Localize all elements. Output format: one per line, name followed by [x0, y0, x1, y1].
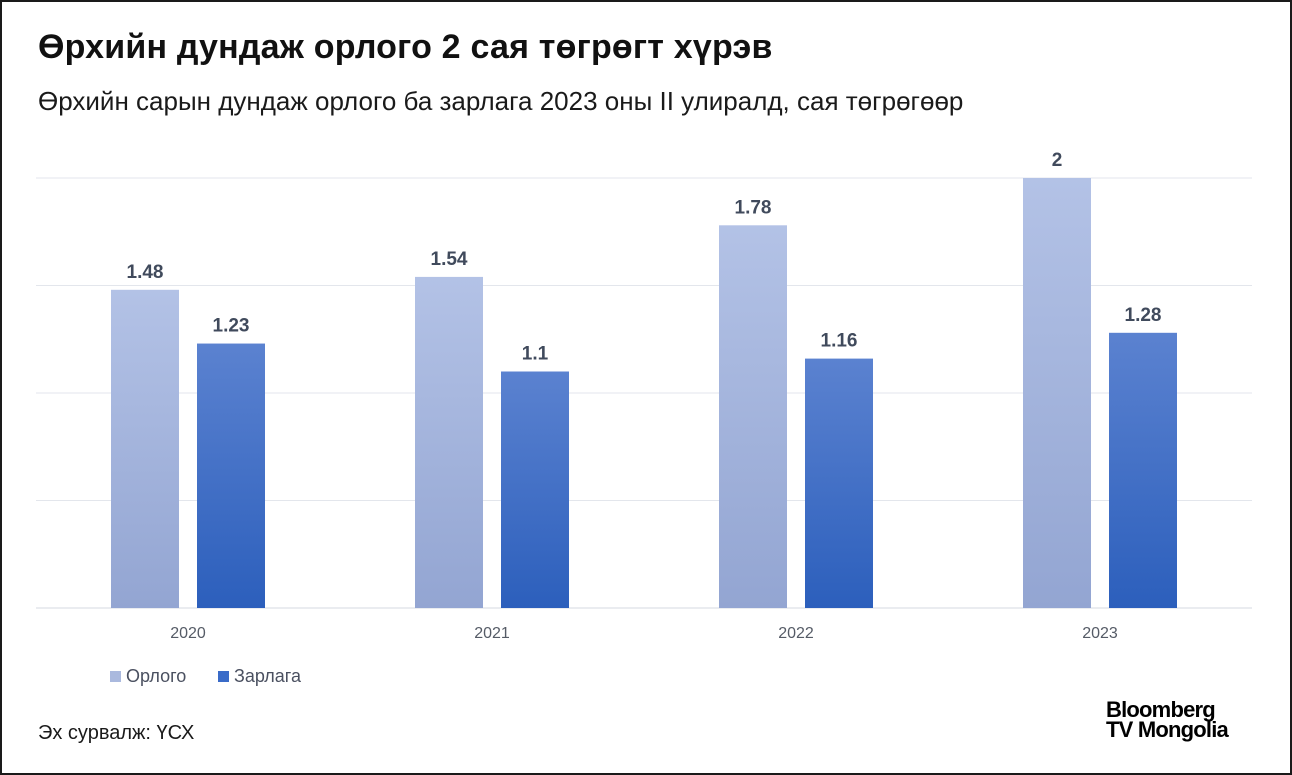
chart-title: Өрхийн дундаж орлого 2 сая төгрөгт хүрэв [38, 28, 773, 66]
data-label-income-2020: 1.48 [127, 262, 164, 283]
data-label-expense-2021: 1.1 [522, 344, 549, 365]
chart-subtitle: Өрхийн сарын дундаж орлого ба зарлага 20… [38, 86, 964, 116]
x-tick-label: 2021 [474, 625, 510, 642]
logo-line-2: TV Mongolia [1106, 717, 1229, 742]
logo-line-1: Bloomberg [1106, 697, 1216, 722]
bar-income-2022 [719, 225, 787, 609]
data-label-income-2023: 2 [1052, 150, 1063, 171]
bar-expense-2021 [501, 371, 569, 608]
x-tick-label: 2023 [1082, 625, 1118, 642]
bar-income-2023 [1023, 178, 1091, 608]
bar-income-2020 [111, 289, 179, 608]
data-label-expense-2022: 1.16 [821, 331, 858, 352]
source-note: Эх сурвалж: ҮСХ [38, 722, 195, 744]
bar-expense-2023 [1109, 332, 1177, 608]
data-label-income-2021: 1.54 [431, 249, 468, 270]
bloomberg-tv-mongolia-logo: Bloomberg TV Mongolia [1106, 697, 1229, 742]
data-label-expense-2023: 1.28 [1125, 305, 1162, 326]
legend-label-income: Орлого [126, 666, 186, 686]
bar-income-2021 [415, 276, 483, 608]
x-tick-label: 2022 [778, 625, 814, 642]
bar-expense-2022 [805, 358, 873, 608]
bar-expense-2020 [197, 343, 265, 608]
data-label-income-2022: 1.78 [735, 197, 772, 218]
legend-swatch-income [110, 671, 121, 682]
x-tick-label: 2020 [170, 625, 206, 642]
data-label-expense-2020: 1.23 [213, 316, 250, 337]
legend-label-expense: Зарлага [234, 666, 302, 686]
legend-swatch-expense [218, 671, 229, 682]
